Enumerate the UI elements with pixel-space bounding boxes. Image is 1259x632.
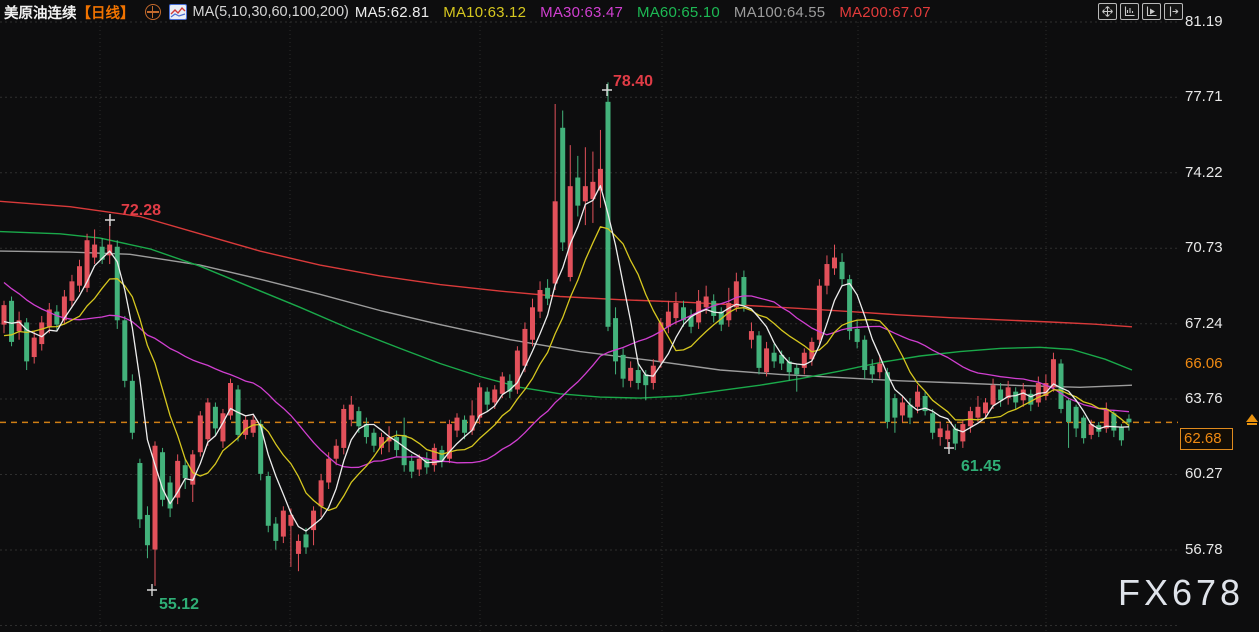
price-tick-label: 60.27 [1185, 465, 1223, 483]
svg-text:61.45: 61.45 [961, 458, 1001, 475]
period-selector[interactable]: 【日线】 [76, 5, 135, 22]
price-tick-label: 77.71 [1185, 88, 1223, 106]
price-tick-label: 70.73 [1185, 239, 1223, 257]
svg-text:72.28: 72.28 [121, 202, 161, 219]
ma-formula-label: MA(5,10,30,60,100,200) [192, 4, 349, 20]
axis-scale-icon[interactable] [1120, 3, 1139, 20]
current-price-label: 62.68 [1180, 428, 1233, 450]
price-tick-label: 56.78 [1185, 540, 1223, 558]
ma-legend-item: MA200:67.07 [839, 3, 931, 21]
price-up-arrow-icon [1246, 414, 1258, 425]
svg-text:55.12: 55.12 [159, 596, 199, 613]
svg-text:78.40: 78.40 [613, 73, 653, 90]
ma-legend-item: MA100:64.55 [733, 3, 826, 21]
axis-play-icon[interactable] [1142, 3, 1161, 20]
price-tick-label: 74.22 [1185, 163, 1223, 181]
pan-icon[interactable] [1098, 3, 1117, 20]
ma-legend-item: MA10:63.12 [443, 3, 527, 21]
fx678-watermark: FX678 [1118, 572, 1245, 613]
price-axis[interactable]: 81.19 77.71 74.22 70.73 67.24 63.76 60.27 56.78… [1180, 0, 1259, 632]
price-tick-label: 67.24 [1185, 314, 1223, 332]
chart-header: 美原油连续 【日线】 MA(5,10,30,60,100,200) MA5:62… [4, 2, 931, 22]
ma-legend-item: MA60:65.10 [637, 3, 720, 21]
chart-toolbar [1098, 3, 1183, 20]
marker-price-label: 66.06 [1183, 354, 1228, 373]
ma-legend-item: MA30:63.47 [540, 3, 624, 21]
chart-type-icon[interactable] [168, 4, 187, 20]
add-indicator-icon[interactable] [144, 4, 161, 20]
instrument-title: 美原油连续 [4, 5, 77, 22]
price-tick-label: 81.19 [1185, 13, 1223, 30]
ma-legend: MA5:62.81 MA10:63.12 MA30:63.47 MA60:65.10 M… [355, 4, 931, 21]
axis-shift-icon[interactable] [1164, 3, 1183, 20]
price-tick-label: 63.76 [1185, 390, 1223, 407]
ma-legend-item: MA5:62.81 [354, 3, 430, 21]
